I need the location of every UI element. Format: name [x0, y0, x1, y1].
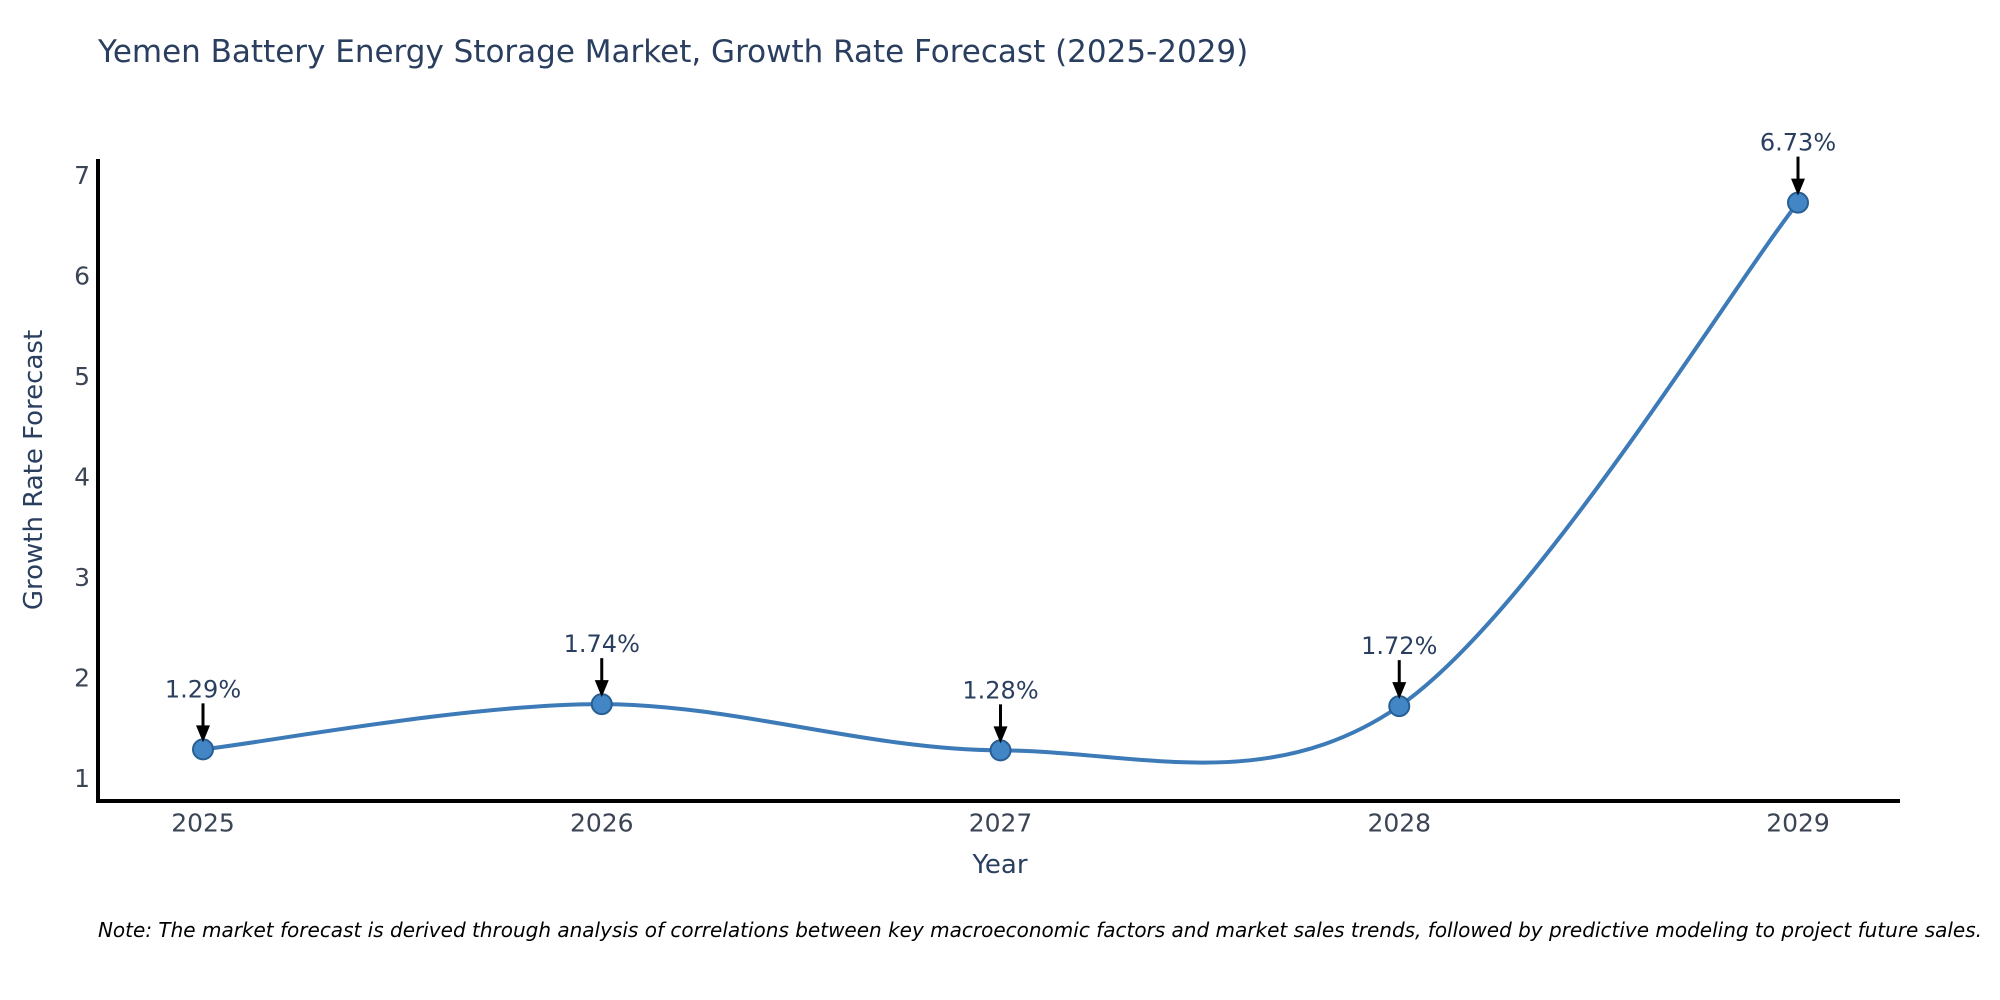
footnote: Note: The market forecast is derived thr…: [97, 918, 1983, 942]
x-axis-title: Year: [972, 850, 1028, 880]
point-annotation: 1.72%: [1361, 632, 1437, 700]
point-annotation-label: 1.72%: [1361, 632, 1437, 660]
point-annotation: 6.73%: [1760, 129, 1836, 196]
point-annotation: 1.29%: [165, 675, 241, 743]
point-annotation-label: 1.28%: [962, 676, 1038, 704]
point-annotations: 1.29% 1.74% 1.28% 1.72% 6.73%: [165, 129, 1836, 744]
point-annotation: 1.28%: [962, 676, 1039, 744]
x-tick-label: 2027: [969, 809, 1033, 838]
y-tick-label: 5: [74, 362, 90, 391]
x-axis-tick-labels: 2025 2026 2027 2028 2029: [171, 809, 1830, 838]
annotation-arrow-head: [993, 726, 1008, 744]
x-tick-label: 2026: [570, 809, 634, 838]
y-tick-label: 4: [74, 463, 90, 492]
y-tick-label: 3: [74, 563, 90, 592]
point-annotation-label: 1.74%: [564, 630, 640, 658]
axes: [96, 159, 1900, 803]
chart-title: Yemen Battery Energy Storage Market, Gro…: [98, 34, 1249, 70]
point-annotation-label: 1.29%: [165, 675, 241, 703]
annotation-arrow-head: [1392, 682, 1407, 700]
x-tick-label: 2029: [1766, 809, 1830, 838]
y-tick-label: 6: [74, 262, 90, 291]
point-annotation: 1.74%: [564, 630, 640, 698]
y-axis-title: Growth Rate Forecast: [19, 329, 49, 611]
series-line: [201, 200, 1800, 765]
annotation-arrow-head: [1791, 178, 1805, 196]
y-tick-label: 1: [74, 764, 90, 793]
y-axis-tick-labels: 1 2 3 4 5 6 7: [74, 161, 90, 793]
x-tick-label: 2028: [1367, 809, 1431, 838]
annotation-arrow-head: [594, 680, 609, 698]
y-tick-label: 7: [74, 161, 90, 190]
y-tick-label: 2: [74, 664, 90, 693]
annotation-arrow-head: [196, 725, 210, 743]
point-annotation-label: 6.73%: [1760, 129, 1836, 157]
x-tick-label: 2025: [171, 809, 235, 838]
data-point-markers: [192, 191, 1809, 762]
